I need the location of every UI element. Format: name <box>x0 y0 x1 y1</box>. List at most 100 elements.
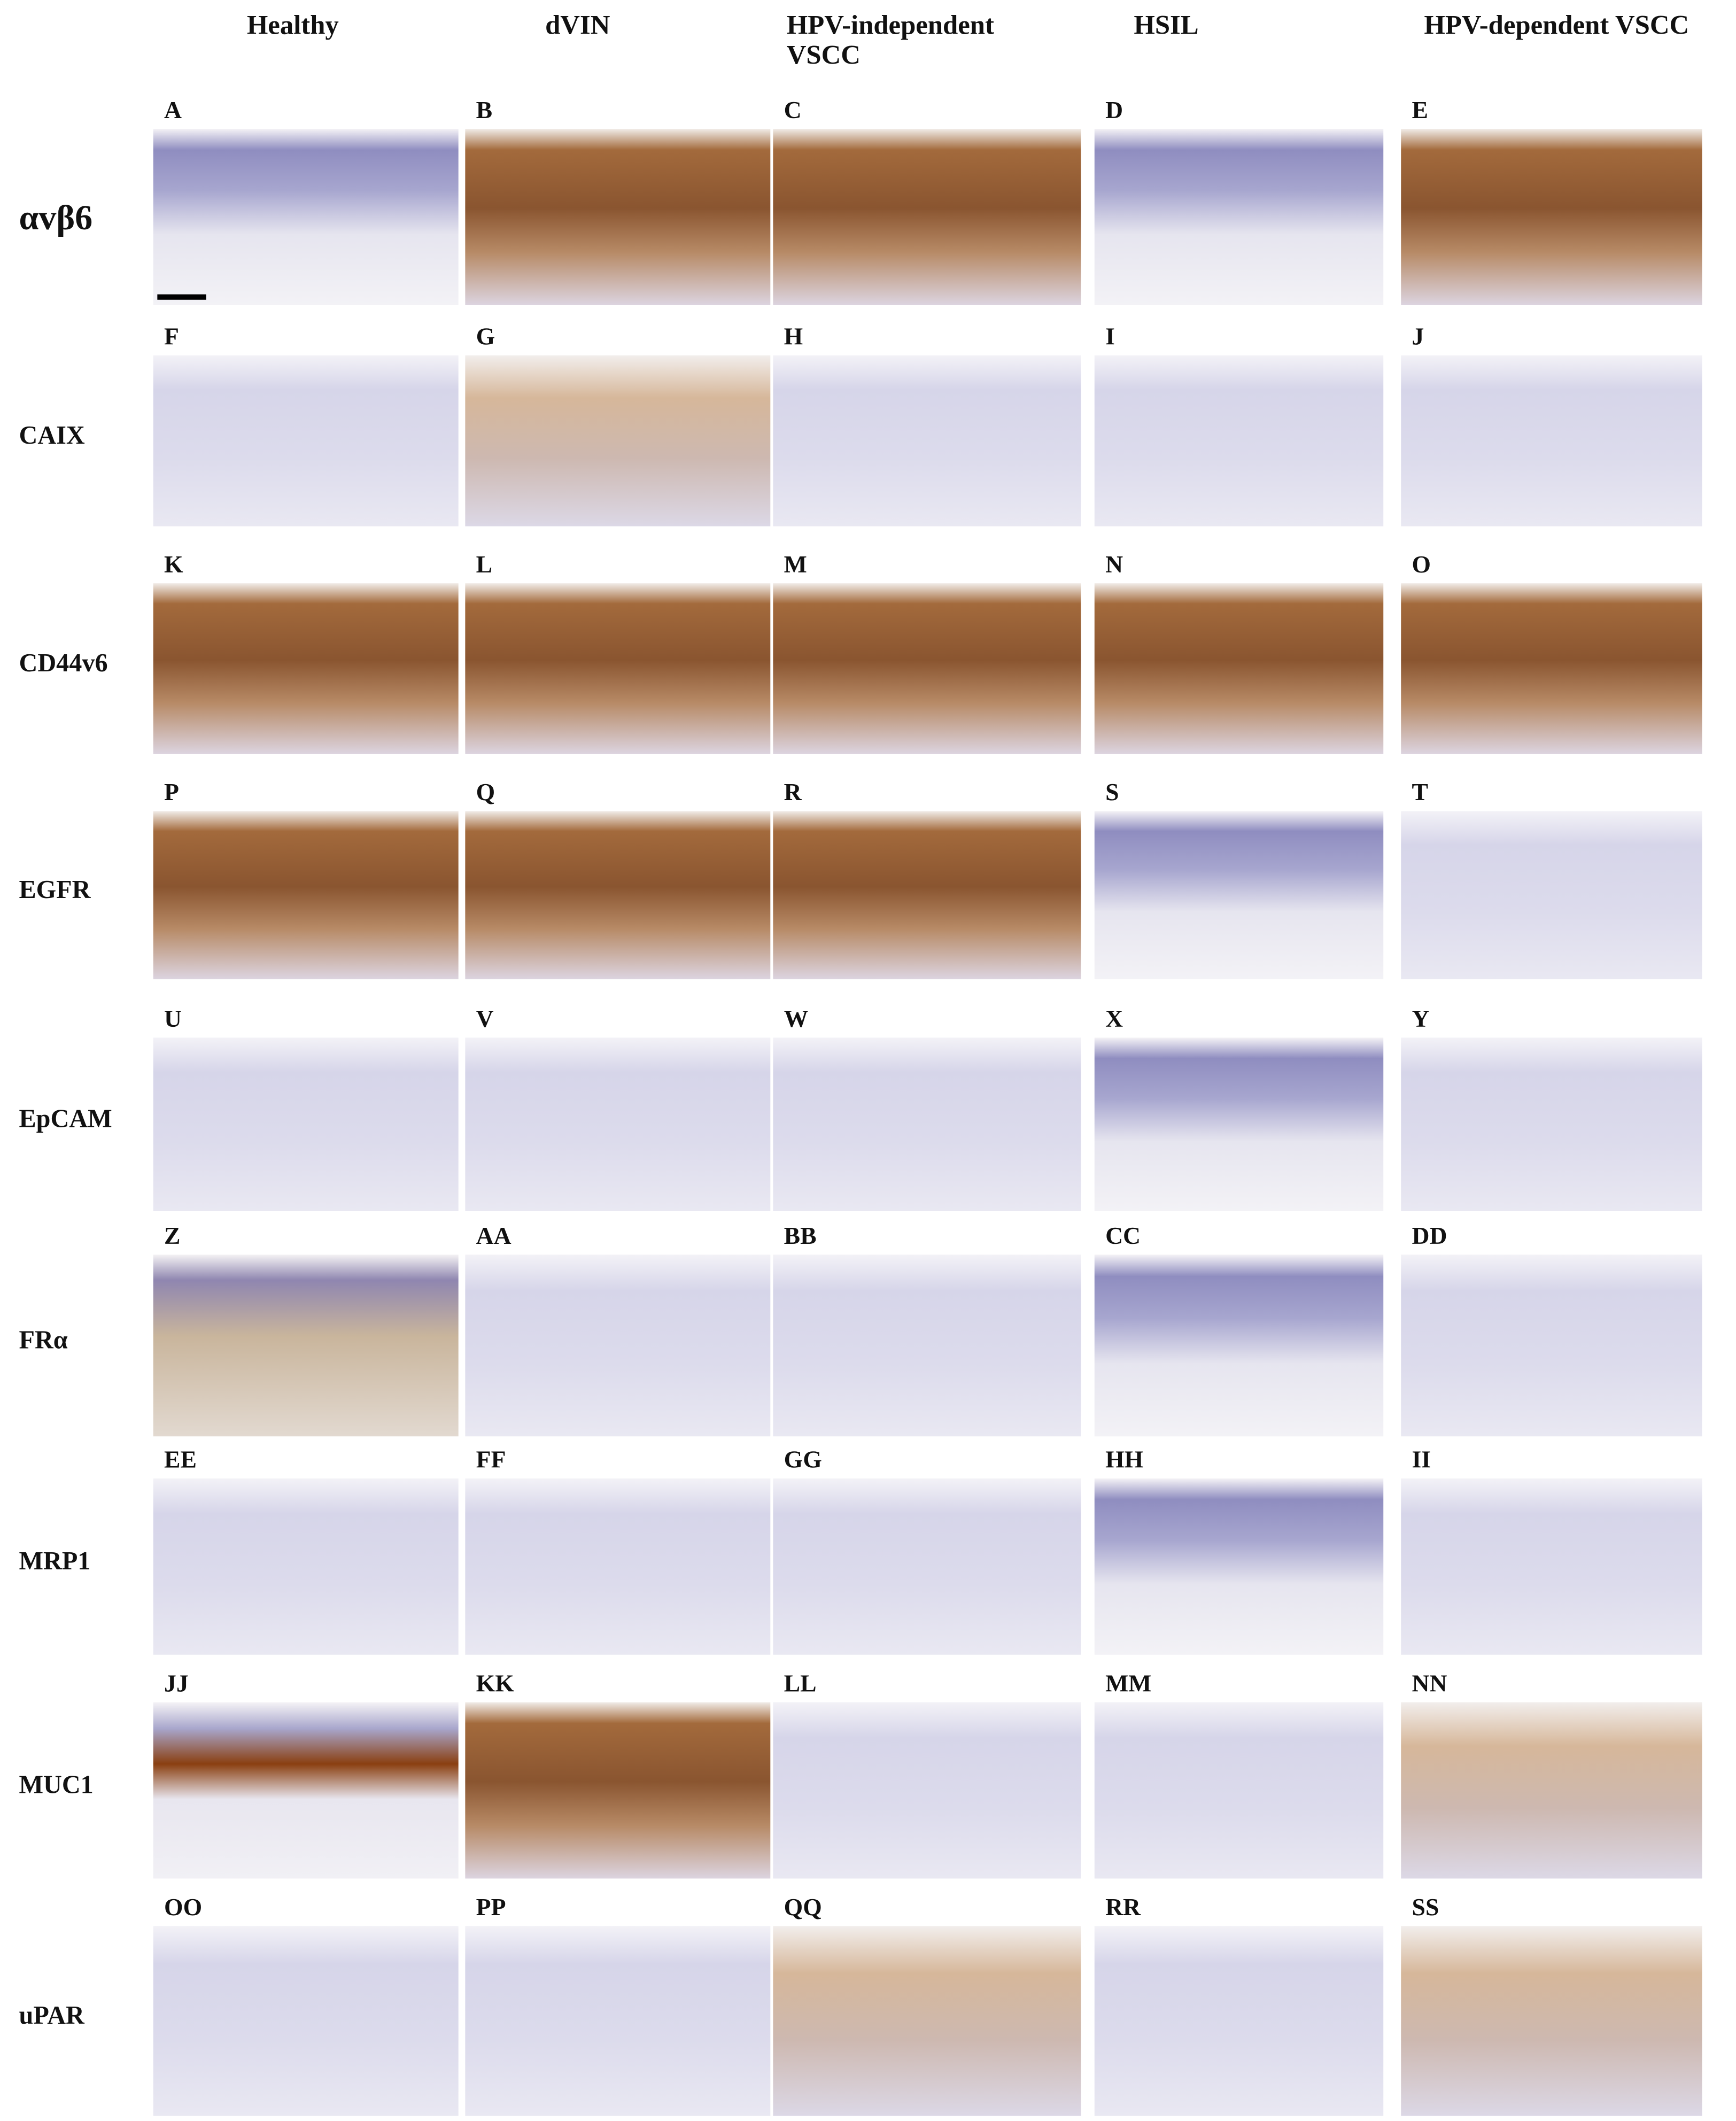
micrograph <box>153 1702 459 1879</box>
panel-letter: K <box>164 551 183 578</box>
micrograph <box>1094 583 1384 754</box>
panel-letter: II <box>1412 1445 1431 1473</box>
micrograph <box>1401 1038 1702 1211</box>
panel-letter: H <box>784 322 803 350</box>
panel-letter: E <box>1412 96 1429 123</box>
panel-letter: CC <box>1105 1222 1141 1250</box>
panel-letter: J <box>1412 322 1424 350</box>
panel-letter: S <box>1105 778 1119 806</box>
micrograph <box>1094 129 1384 305</box>
micrograph <box>465 1038 771 1211</box>
panel-letter: OO <box>164 1893 203 1921</box>
row-label: MRP1 <box>19 1547 91 1576</box>
panel-letter: V <box>476 1005 494 1033</box>
column-header: HSIL <box>1134 11 1199 41</box>
micrograph <box>153 583 459 754</box>
micrograph <box>465 355 771 527</box>
micrograph <box>465 583 771 754</box>
column-header: dVIN <box>545 11 610 41</box>
micrograph <box>1401 1926 1702 2116</box>
panel-letter: Z <box>164 1222 181 1250</box>
micrograph <box>1094 811 1384 980</box>
micrograph <box>773 1038 1081 1211</box>
micrograph <box>465 129 771 305</box>
panel-letter: LL <box>784 1669 817 1697</box>
scale-bar <box>157 294 206 300</box>
micrograph <box>773 583 1081 754</box>
micrograph <box>1401 129 1702 305</box>
micrograph <box>153 355 459 527</box>
micrograph <box>465 1926 771 2116</box>
panel-letter: R <box>784 778 802 806</box>
panel-letter: G <box>476 322 495 350</box>
panel-letter: BB <box>784 1222 817 1250</box>
panel-letter: W <box>784 1005 809 1033</box>
micrograph <box>465 811 771 980</box>
row-label: EpCAM <box>19 1105 112 1134</box>
micrograph <box>773 1926 1081 2116</box>
row-label: CD44v6 <box>19 649 108 678</box>
panel-letter: GG <box>784 1445 822 1473</box>
panel-letter: PP <box>476 1893 506 1921</box>
panel-letter: MM <box>1105 1669 1152 1697</box>
panel-letter: RR <box>1105 1893 1141 1921</box>
panel-letter: N <box>1105 551 1123 578</box>
micrograph <box>773 811 1081 980</box>
panel-letter: O <box>1412 551 1431 578</box>
panel-letter: X <box>1105 1005 1123 1033</box>
micrograph <box>1094 1038 1384 1211</box>
micrograph <box>465 1702 771 1879</box>
micrograph <box>153 1255 459 1437</box>
panel-letter: M <box>784 551 807 578</box>
row-label: uPAR <box>19 2002 84 2031</box>
micrograph <box>1094 1478 1384 1655</box>
panel-letter: D <box>1105 96 1123 123</box>
micrograph <box>153 1926 459 2116</box>
panel-letter: B <box>476 96 493 123</box>
panel-letter: DD <box>1412 1222 1447 1250</box>
row-label: FRα <box>19 1326 68 1355</box>
panel-letter: QQ <box>784 1893 822 1921</box>
micrograph <box>1401 1478 1702 1655</box>
panel-letter: C <box>784 96 802 123</box>
panel-letter: U <box>164 1005 182 1033</box>
row-label: MUC1 <box>19 1771 94 1800</box>
panel-letter: F <box>164 322 179 350</box>
panel-letter: I <box>1105 322 1115 350</box>
micrograph <box>465 1478 771 1655</box>
panel-letter: KK <box>476 1669 514 1697</box>
micrograph <box>1094 1255 1384 1437</box>
micrograph <box>153 1038 459 1211</box>
micrograph <box>773 1255 1081 1437</box>
micrograph <box>1401 1702 1702 1879</box>
panel-letter: P <box>164 778 179 806</box>
column-header: Healthy <box>246 11 339 41</box>
panel-letter: EE <box>164 1445 197 1473</box>
panel-letter: L <box>476 551 493 578</box>
micrograph <box>1401 355 1702 527</box>
micrograph <box>1401 811 1702 980</box>
panel-letter: T <box>1412 778 1429 806</box>
panel-letter: AA <box>476 1222 511 1250</box>
panel-letter: FF <box>476 1445 506 1473</box>
micrograph <box>1401 583 1702 754</box>
panel-letter: NN <box>1412 1669 1447 1697</box>
micrograph <box>465 1255 771 1437</box>
column-header: HPV-independent VSCC <box>786 11 994 71</box>
micrograph <box>773 1702 1081 1879</box>
micrograph <box>773 355 1081 527</box>
micrograph <box>773 129 1081 305</box>
panel-letter: A <box>164 96 182 123</box>
panel-letter: HH <box>1105 1445 1144 1473</box>
micrograph <box>1401 1255 1702 1437</box>
row-label: CAIX <box>19 422 85 451</box>
row-label: EGFR <box>19 876 91 905</box>
micrograph <box>1094 1926 1384 2116</box>
micrograph <box>153 129 459 305</box>
row-label: αvβ6 <box>19 198 93 238</box>
micrograph <box>773 1478 1081 1655</box>
panel-letter: SS <box>1412 1893 1439 1921</box>
micrograph <box>153 1478 459 1655</box>
